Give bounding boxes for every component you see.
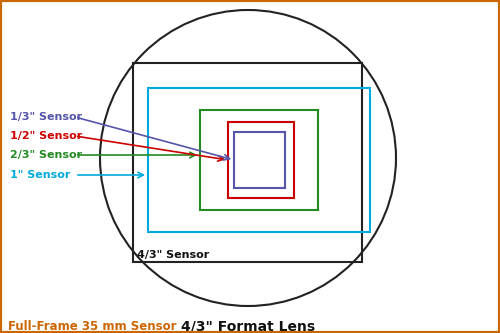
Text: 2/3" Sensor: 2/3" Sensor <box>10 150 82 160</box>
Text: Full-Frame 35 mm Sensor: Full-Frame 35 mm Sensor <box>8 320 176 333</box>
Bar <box>148 88 370 232</box>
Text: 1/2" Sensor: 1/2" Sensor <box>10 131 82 141</box>
Bar <box>228 122 294 198</box>
Bar <box>133 63 362 262</box>
Text: 1/3" Sensor: 1/3" Sensor <box>10 112 82 122</box>
Text: 1" Sensor: 1" Sensor <box>10 170 70 180</box>
Text: 4/3" Format Lens: 4/3" Format Lens <box>181 320 315 333</box>
Bar <box>234 132 285 188</box>
Text: 4/3" Sensor: 4/3" Sensor <box>137 250 209 260</box>
Bar <box>200 110 318 210</box>
